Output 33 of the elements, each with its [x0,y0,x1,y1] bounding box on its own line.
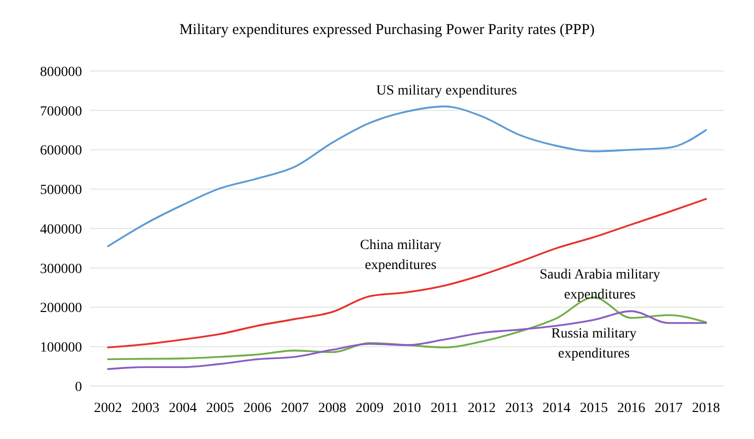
x-tick-label: 2006 [244,401,272,416]
x-tick-label: 2018 [692,401,720,416]
y-tick-label: 700000 [40,104,82,120]
y-tick-label: 300000 [40,262,82,277]
x-tick-label: 2007 [280,401,309,416]
y-tick-label: 500000 [40,183,82,198]
x-tick-label: 2008 [318,401,346,416]
x-tick-label: 2003 [131,401,160,416]
x-tick-label: 2009 [356,401,384,416]
x-tick-label: 2004 [168,401,197,416]
y-tick-label: 400000 [40,222,82,238]
y-tick-label: 200000 [40,301,82,316]
series-label: Saudi Arabia military expenditures [540,267,660,302]
line-series [107,198,707,348]
series-label: US military expenditures [376,84,517,99]
x-tick-label: 2013 [505,401,534,416]
line-series [107,310,707,370]
series-label: China military expenditures [360,238,442,273]
y-tick-label: 100000 [40,340,82,356]
y-tick-label: 800000 [40,64,82,80]
x-tick-label: 2011 [430,401,458,416]
x-tick-label: 2015 [580,401,608,416]
x-tick-label: 2002 [94,401,122,416]
x-tick-label: 2010 [393,401,421,416]
x-tick-label: 2016 [617,401,646,416]
x-tick-label: 2005 [206,401,234,416]
y-tick-label: 0 [75,380,82,395]
chart-title: Military expenditures expressed Purchasing Power Parity rates (PPP) [179,22,595,38]
series-label: Russia military expenditures [551,326,636,362]
x-tick-label: 2014 [542,401,570,416]
x-tick-label: 2012 [468,401,496,416]
y-tick-label: 600000 [40,144,82,159]
x-tick-label: 2017 [654,401,683,416]
